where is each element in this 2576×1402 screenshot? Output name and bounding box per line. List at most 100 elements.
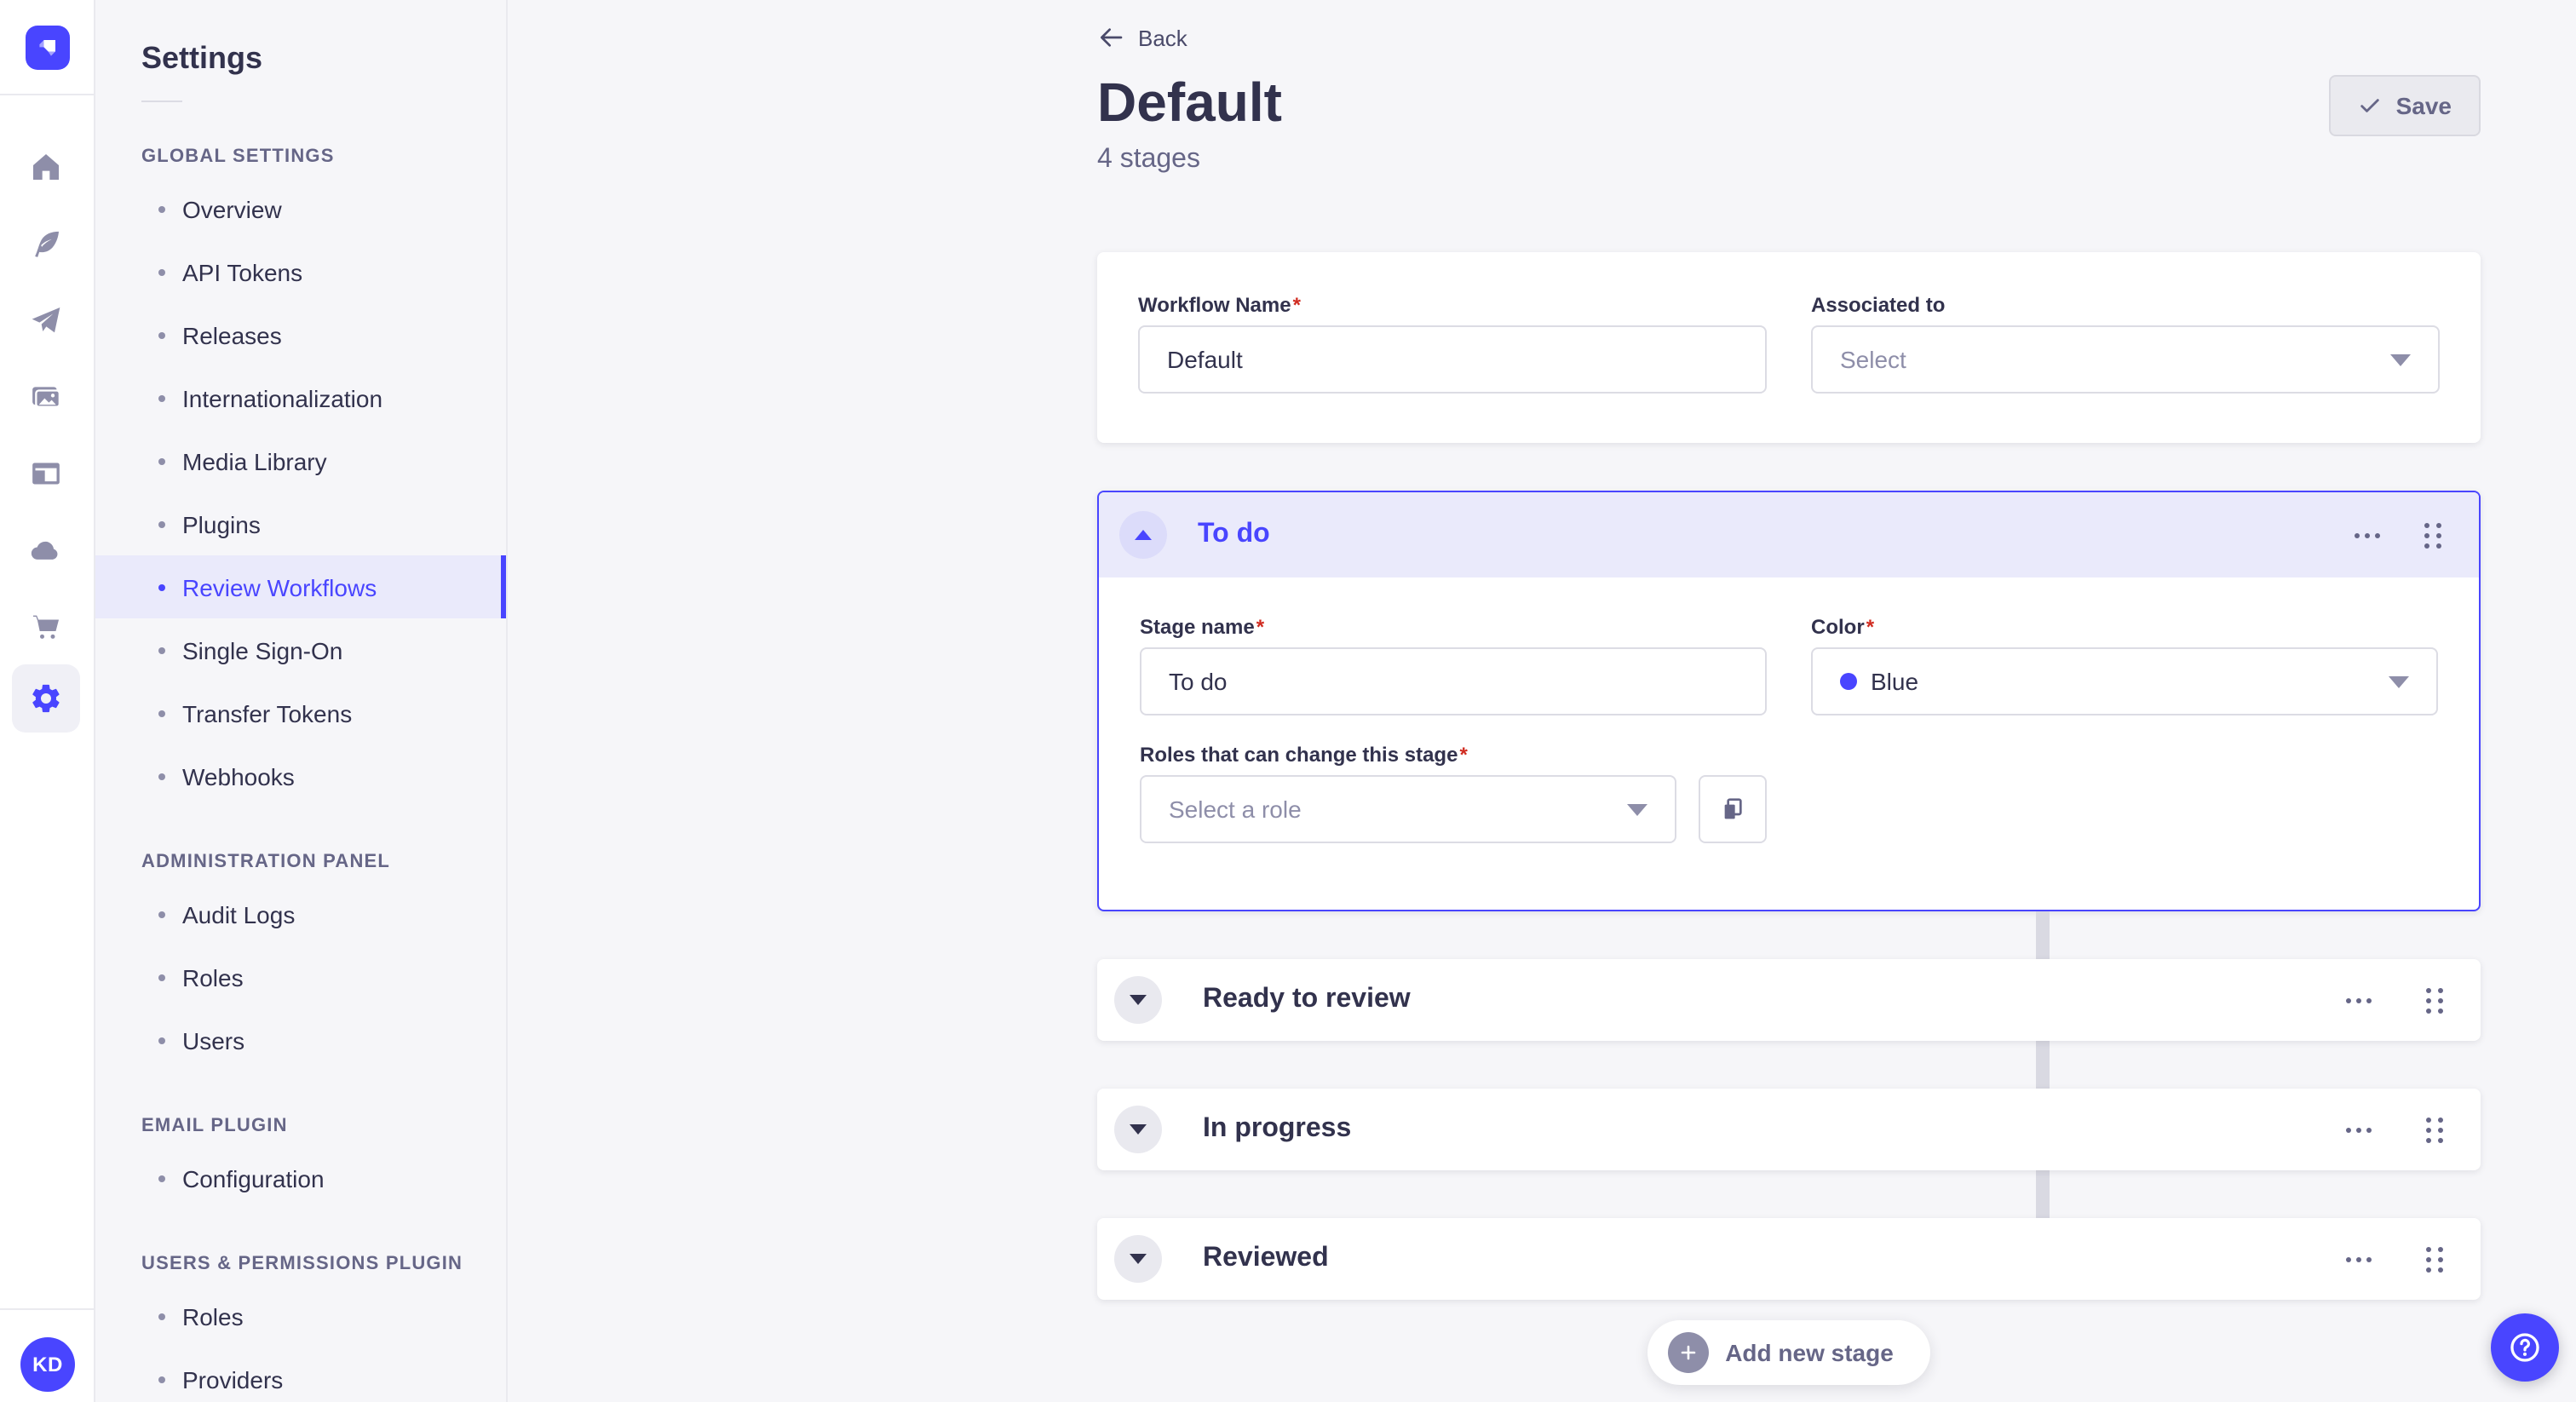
nav-item-overview[interactable]: Overview xyxy=(95,177,506,240)
nav-section-administration-panel: ADMINISTRATION PANEL Audit Logs Roles Us… xyxy=(95,852,506,1072)
stage-drag-handle-icon[interactable] xyxy=(2419,1110,2450,1149)
associated-to-select[interactable]: Select xyxy=(1811,325,2440,394)
nav-item-review-workflows[interactable]: Review Workflows xyxy=(95,555,506,618)
workflow-name-label: Workflow Name * xyxy=(1138,293,1301,317)
back-label: Back xyxy=(1138,25,1187,50)
cloud-icon[interactable] xyxy=(12,516,80,584)
stage-panel-body: Stage name* Color* Blue xyxy=(1099,577,2479,881)
nav-item-label: Single Sign-On xyxy=(182,636,343,664)
nav-item-api-tokens[interactable]: API Tokens xyxy=(95,240,506,303)
stage-roles-select[interactable]: Select a role xyxy=(1140,775,1676,843)
stage-drag-handle-icon[interactable] xyxy=(2419,980,2450,1020)
bullet-icon xyxy=(158,1175,165,1181)
bullet-icon xyxy=(158,1376,165,1382)
nav-item-email-configuration[interactable]: Configuration xyxy=(95,1146,506,1210)
collapse-stage-button[interactable] xyxy=(1119,511,1167,559)
chevron-down-icon xyxy=(2389,675,2409,687)
nav-item-admin-roles[interactable]: Roles xyxy=(95,945,506,1008)
color-swatch-blue xyxy=(1840,673,1857,690)
workflow-name-field: Workflow Name * xyxy=(1138,293,1767,402)
check-icon xyxy=(2360,99,2380,112)
required-asterisk: * xyxy=(1292,293,1301,317)
nav-item-releases[interactable]: Releases xyxy=(95,303,506,366)
home-icon[interactable] xyxy=(12,133,80,201)
nav-item-webhooks[interactable]: Webhooks xyxy=(95,744,506,807)
stage-options-menu-icon[interactable] xyxy=(2339,991,2378,1009)
copy-icon xyxy=(1724,798,1742,819)
nav-item-media-library[interactable]: Media Library xyxy=(95,429,506,492)
stage-options-menu-icon[interactable] xyxy=(2339,1120,2378,1139)
stage-connector xyxy=(2036,1041,2050,1089)
settings-gear-icon[interactable] xyxy=(12,664,80,733)
nav-item-providers[interactable]: Providers xyxy=(95,1347,506,1402)
media-library-icon[interactable] xyxy=(12,363,80,431)
strapi-logo[interactable] xyxy=(25,25,69,69)
nav-section-heading: EMAIL PLUGIN xyxy=(141,1116,288,1136)
nav-item-single-sign-on[interactable]: Single Sign-On xyxy=(95,618,506,681)
stage-name-input[interactable] xyxy=(1140,647,1767,715)
expand-stage-button[interactable] xyxy=(1114,1235,1162,1283)
back-link[interactable]: Back xyxy=(1097,24,1187,51)
stage-drag-handle-icon[interactable] xyxy=(2418,515,2448,554)
bullet-icon xyxy=(158,646,165,653)
content-manager-icon[interactable] xyxy=(12,210,80,278)
stage-row-ready-to-review[interactable]: Ready to review xyxy=(1097,959,2481,1041)
chevron-down-icon xyxy=(1130,995,1147,1005)
logo-section xyxy=(0,0,94,95)
required-asterisk: * xyxy=(1459,743,1468,767)
nav-item-audit-logs[interactable]: Audit Logs xyxy=(95,882,506,945)
releases-icon[interactable] xyxy=(12,286,80,354)
expand-stage-button[interactable] xyxy=(1114,1106,1162,1153)
nav-section-users-permissions-plugin: USERS & PERMISSIONS PLUGIN Roles Provide… xyxy=(95,1254,506,1402)
nav-item-up-roles[interactable]: Roles xyxy=(95,1284,506,1347)
user-avatar[interactable]: KD xyxy=(20,1337,75,1392)
nav-section-heading: GLOBAL SETTINGS xyxy=(141,147,335,167)
duplicate-roles-button[interactable] xyxy=(1699,775,1767,843)
required-asterisk: * xyxy=(1256,615,1265,639)
bullet-icon xyxy=(158,1037,165,1043)
add-stage-container: Add new stage xyxy=(1097,1320,2481,1385)
nav-section-email-plugin: EMAIL PLUGIN Configuration xyxy=(95,1116,506,1210)
bullet-icon xyxy=(158,457,165,464)
marketplace-icon[interactable] xyxy=(12,593,80,661)
stage-title: Reviewed xyxy=(1203,1244,1329,1273)
bullet-icon xyxy=(158,911,165,917)
save-button[interactable]: Save xyxy=(2329,75,2481,136)
stage-color-field: Color * Blue xyxy=(1811,615,2438,715)
stage-drag-handle-icon[interactable] xyxy=(2419,1239,2450,1278)
stage-options-menu-icon[interactable] xyxy=(2339,1250,2378,1268)
stage-roles-label: Roles that can change this stage * xyxy=(1140,743,1468,767)
settings-title-divider xyxy=(141,101,182,102)
bullet-icon xyxy=(158,520,165,527)
main-content: Back Default 4 stages Save Workflow Name… xyxy=(508,0,2576,1402)
expand-stage-button[interactable] xyxy=(1114,976,1162,1024)
stage-row-in-progress[interactable]: In progress xyxy=(1097,1089,2481,1170)
nav-item-users[interactable]: Users xyxy=(95,1008,506,1072)
settings-nav: Settings GLOBAL SETTINGS Overview API To… xyxy=(95,0,508,1402)
bullet-icon xyxy=(158,331,165,338)
nav-item-transfer-tokens[interactable]: Transfer Tokens xyxy=(95,681,506,744)
add-new-stage-button[interactable]: Add new stage xyxy=(1647,1320,1931,1385)
bullet-icon xyxy=(158,1313,165,1319)
nav-item-label: Providers xyxy=(182,1365,284,1393)
bullet-icon xyxy=(158,773,165,779)
plus-icon xyxy=(1667,1332,1709,1373)
chevron-down-icon xyxy=(1627,803,1647,815)
nav-item-internationalization[interactable]: Internationalization xyxy=(95,366,506,429)
stage-panel-header[interactable]: To do xyxy=(1099,492,2479,577)
nav-item-label: Releases xyxy=(182,321,282,348)
content-type-builder-icon[interactable] xyxy=(12,440,80,508)
stage-panel-to-do: To do Stage name* Color* Blue xyxy=(1097,491,2481,911)
nav-item-plugins[interactable]: Plugins xyxy=(95,492,506,555)
help-button[interactable] xyxy=(2491,1313,2559,1382)
workflow-name-input[interactable] xyxy=(1138,325,1767,394)
page-subtitle: 4 stages xyxy=(1097,145,1200,174)
select-placeholder: Select a role xyxy=(1169,796,1302,823)
stage-row-reviewed[interactable]: Reviewed xyxy=(1097,1218,2481,1300)
selected-color-value: Blue xyxy=(1871,668,1919,695)
stage-options-menu-icon[interactable] xyxy=(2348,526,2387,544)
nav-section-heading: USERS & PERMISSIONS PLUGIN xyxy=(141,1254,463,1274)
nav-item-label: Plugins xyxy=(182,510,261,537)
stage-color-select[interactable]: Blue xyxy=(1811,647,2438,715)
